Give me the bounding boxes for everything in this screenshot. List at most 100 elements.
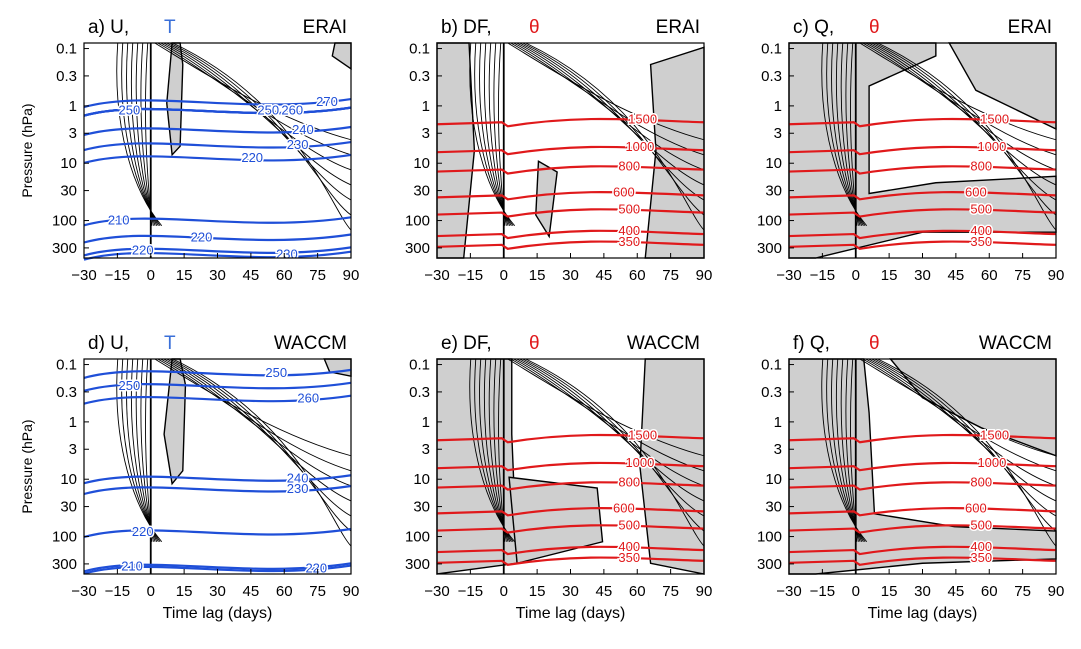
q-contour <box>166 42 352 201</box>
x-tick-label: −15 <box>810 267 835 284</box>
data-source-label: ERAI <box>303 17 347 38</box>
y-tick-label: 30 <box>413 183 430 200</box>
x-tick-label: 60 <box>981 583 998 600</box>
t-contour-line <box>83 527 352 539</box>
x-tick-label: 15 <box>176 583 193 600</box>
x-tick-label: 45 <box>948 583 965 600</box>
contour-label: 400 <box>618 223 640 238</box>
shaded-region <box>163 358 187 486</box>
t-contour-line <box>83 233 352 244</box>
y-tick-label: 300 <box>757 556 782 573</box>
x-tick-label: 60 <box>629 583 646 600</box>
x-tick-label: −15 <box>105 583 130 600</box>
y-tick-label: 3 <box>774 125 782 142</box>
theta-contour-line <box>436 461 705 472</box>
y-tick-label: 30 <box>60 183 77 200</box>
panel-title: d) U, <box>88 333 129 354</box>
x-tick-label: 0 <box>147 267 155 284</box>
y-tick-label: 0.3 <box>761 68 782 85</box>
overlay-symbol: θ <box>869 17 880 38</box>
contour-label: 600 <box>613 184 635 199</box>
contour-label: 220 <box>241 150 263 165</box>
overlay-symbol: θ <box>529 17 540 38</box>
q-contour <box>868 358 1057 502</box>
q-contour <box>519 42 705 201</box>
t-contour-line <box>83 394 352 405</box>
x-tick-label: 90 <box>696 583 713 600</box>
x-tick-label: 90 <box>343 267 360 284</box>
y-tick-label: 10 <box>413 471 430 488</box>
x-axis-label: Time lag (days) <box>163 605 273 622</box>
y-tick-label: 100 <box>52 213 77 230</box>
q-contour <box>522 358 705 532</box>
y-tick-label: 300 <box>52 240 77 257</box>
q-contour <box>172 42 352 231</box>
contour-label: 350 <box>618 234 640 249</box>
contour-label: 500 <box>618 518 640 533</box>
contour-label: 220 <box>132 242 154 257</box>
x-tick-label: 90 <box>696 267 713 284</box>
theta-contour-line <box>788 240 1057 250</box>
t-contour-line <box>83 97 352 109</box>
q-contour <box>507 42 705 141</box>
q-contour <box>868 42 1057 186</box>
contour-label: 1500 <box>628 427 657 442</box>
theta-contour-line <box>788 461 1057 472</box>
t-contour-line <box>83 474 352 485</box>
contour-label: 350 <box>970 550 992 565</box>
contour-label: 240 <box>292 122 314 137</box>
q-contour <box>154 358 352 457</box>
y-tick-label: 30 <box>413 499 430 516</box>
q-contour <box>522 42 705 216</box>
contour-label: 270 <box>316 94 338 109</box>
t-contour-line <box>83 153 352 165</box>
x-tick-label: 0 <box>147 583 155 600</box>
q-contour <box>507 358 705 457</box>
q-contour <box>871 358 1057 517</box>
q-contour <box>525 358 705 547</box>
y-tick-label: 300 <box>757 240 782 257</box>
y-tick-label: 1 <box>774 414 782 431</box>
x-tick-label: −30 <box>424 267 449 284</box>
y-axis-label: Pressure (hPa) <box>19 103 35 197</box>
y-tick-label: 30 <box>765 183 782 200</box>
data-source-label: WACCM <box>979 333 1052 354</box>
theta-contour-line <box>436 229 705 240</box>
y-tick-label: 10 <box>60 155 77 172</box>
contour-label: 260 <box>297 391 319 406</box>
y-tick-label: 0.1 <box>761 357 782 374</box>
shaded-region <box>508 476 604 565</box>
contour-label: 250 <box>265 365 287 380</box>
q-contour <box>877 358 1057 547</box>
y-tick-label: 0.3 <box>56 384 77 401</box>
contour-label: 1000 <box>625 455 654 470</box>
x-tick-label: 30 <box>209 267 226 284</box>
t-contours <box>83 97 352 261</box>
x-tick-label: 0 <box>852 583 860 600</box>
y-tick-label: 3 <box>69 441 77 458</box>
overlay-symbol: θ <box>869 333 880 354</box>
y-tick-label: 100 <box>757 529 782 546</box>
contour-label: 800 <box>618 475 640 490</box>
theta-contour-line <box>436 240 705 250</box>
y-tick-label: 10 <box>765 155 782 172</box>
t-contour-line <box>83 106 352 117</box>
q-contour <box>172 358 352 547</box>
y-tick-label: 0.3 <box>409 68 430 85</box>
theta-contours <box>788 117 1057 250</box>
x-tick-label: −30 <box>424 583 449 600</box>
panel-title: e) DF, <box>441 333 492 354</box>
contour-label: 250 <box>119 103 141 118</box>
y-tick-label: 0.3 <box>761 384 782 401</box>
y-tick-label: 300 <box>405 240 430 257</box>
y-tick-label: 3 <box>69 125 77 142</box>
data-source-label: ERAI <box>656 17 700 38</box>
theta-contour-line <box>788 481 1057 491</box>
contour-label: 1000 <box>977 139 1006 154</box>
